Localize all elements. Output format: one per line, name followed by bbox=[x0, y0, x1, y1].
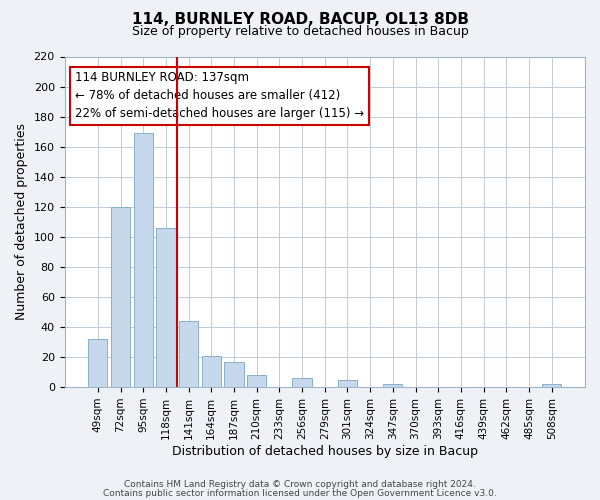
Text: 114 BURNLEY ROAD: 137sqm
← 78% of detached houses are smaller (412)
22% of semi-: 114 BURNLEY ROAD: 137sqm ← 78% of detach… bbox=[75, 72, 364, 120]
Bar bbox=[179, 321, 198, 387]
Bar bbox=[224, 362, 244, 387]
X-axis label: Distribution of detached houses by size in Bacup: Distribution of detached houses by size … bbox=[172, 444, 478, 458]
Bar bbox=[383, 384, 403, 387]
Text: 114, BURNLEY ROAD, BACUP, OL13 8DB: 114, BURNLEY ROAD, BACUP, OL13 8DB bbox=[131, 12, 469, 28]
Text: Size of property relative to detached houses in Bacup: Size of property relative to detached ho… bbox=[131, 25, 469, 38]
Bar bbox=[111, 207, 130, 387]
Text: Contains HM Land Registry data © Crown copyright and database right 2024.: Contains HM Land Registry data © Crown c… bbox=[124, 480, 476, 489]
Bar bbox=[338, 380, 357, 387]
Bar bbox=[88, 339, 107, 387]
Bar bbox=[202, 356, 221, 387]
Bar bbox=[542, 384, 562, 387]
Bar bbox=[134, 133, 153, 387]
Bar bbox=[292, 378, 312, 387]
Text: Contains public sector information licensed under the Open Government Licence v3: Contains public sector information licen… bbox=[103, 488, 497, 498]
Bar bbox=[247, 375, 266, 387]
Bar bbox=[156, 228, 176, 387]
Y-axis label: Number of detached properties: Number of detached properties bbox=[15, 124, 28, 320]
